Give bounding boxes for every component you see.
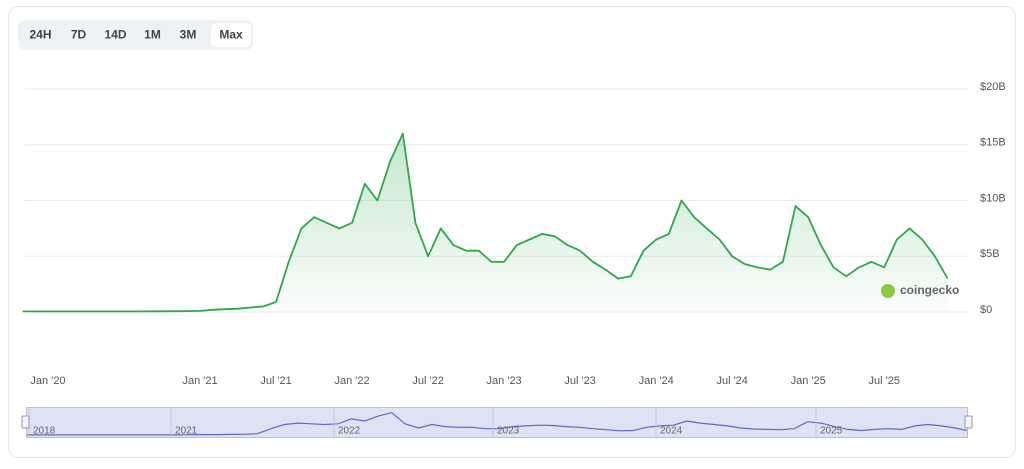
x-tick-label: Jan '20 [30, 375, 65, 387]
x-tick-label: Jan '23 [487, 375, 522, 387]
navigator-handle[interactable] [21, 415, 30, 429]
card [8, 6, 1016, 458]
range-selector [18, 20, 253, 50]
navigator-label: 2025 [820, 426, 843, 437]
navigator-label: 2024 [660, 426, 683, 437]
x-tick-label: Jul '25 [868, 375, 899, 387]
navigator-label: 2018 [33, 426, 56, 437]
range-button[interactable]: 1M [144, 28, 161, 42]
x-tick-label: Jul '23 [564, 375, 595, 387]
logo-icon [881, 284, 895, 298]
y-tick-label: $10B [980, 192, 1006, 204]
x-tick-label: Jan '25 [791, 375, 826, 387]
range-button[interactable]: Max [219, 28, 243, 42]
watermark: coingecko [900, 283, 959, 297]
range-button[interactable]: 24H [29, 28, 51, 42]
range-button-active[interactable] [211, 23, 251, 47]
x-tick-label: Jul '21 [260, 375, 291, 387]
x-tick-label: Jul '24 [716, 375, 747, 387]
y-tick-label: $5B [980, 248, 1000, 260]
navigator-handle[interactable] [964, 415, 973, 429]
x-tick-label: Jul '22 [412, 375, 443, 387]
y-tick-label: $0 [980, 304, 992, 316]
x-tick-label: Jan '22 [335, 375, 370, 387]
range-button[interactable]: 14D [104, 28, 126, 42]
x-tick-label: Jan '24 [639, 375, 674, 387]
area-fill [22, 133, 948, 312]
x-tick-label: Jan '21 [182, 375, 217, 387]
y-tick-label: $20B [980, 81, 1006, 93]
navigator-line [27, 411, 967, 436]
navigator-label: 2023 [497, 426, 520, 437]
navigator-label: 2021 [175, 426, 198, 437]
range-button[interactable]: 7D [71, 28, 87, 42]
line [22, 132, 949, 313]
y-tick-label: $15B [980, 137, 1006, 149]
range-button[interactable]: 3M [180, 28, 197, 42]
navigator-label: 2022 [338, 426, 361, 437]
